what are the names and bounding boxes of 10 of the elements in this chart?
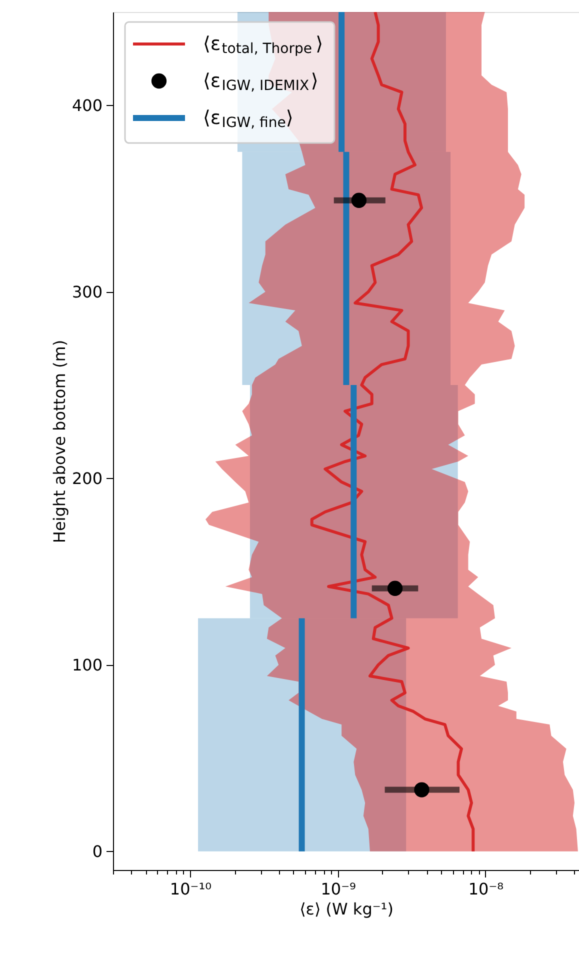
y-tick-label: 100 [72,655,102,674]
y-tick-label: 300 [72,282,102,302]
x-tick-label: 10⁻⁹ [320,880,356,898]
y-axis-title: Height above bottom (m) [50,340,69,544]
y-tick-label: 200 [72,468,102,488]
y-tick-label: 400 [72,96,102,115]
y-tick-label: 0 [92,842,102,861]
x-tick-label: 10⁻¹⁰ [170,880,212,898]
x-tick-label: 10⁻⁸ [468,880,504,898]
x-axis-title: ⟨ε⟩ (W kg⁻¹) [300,900,394,918]
